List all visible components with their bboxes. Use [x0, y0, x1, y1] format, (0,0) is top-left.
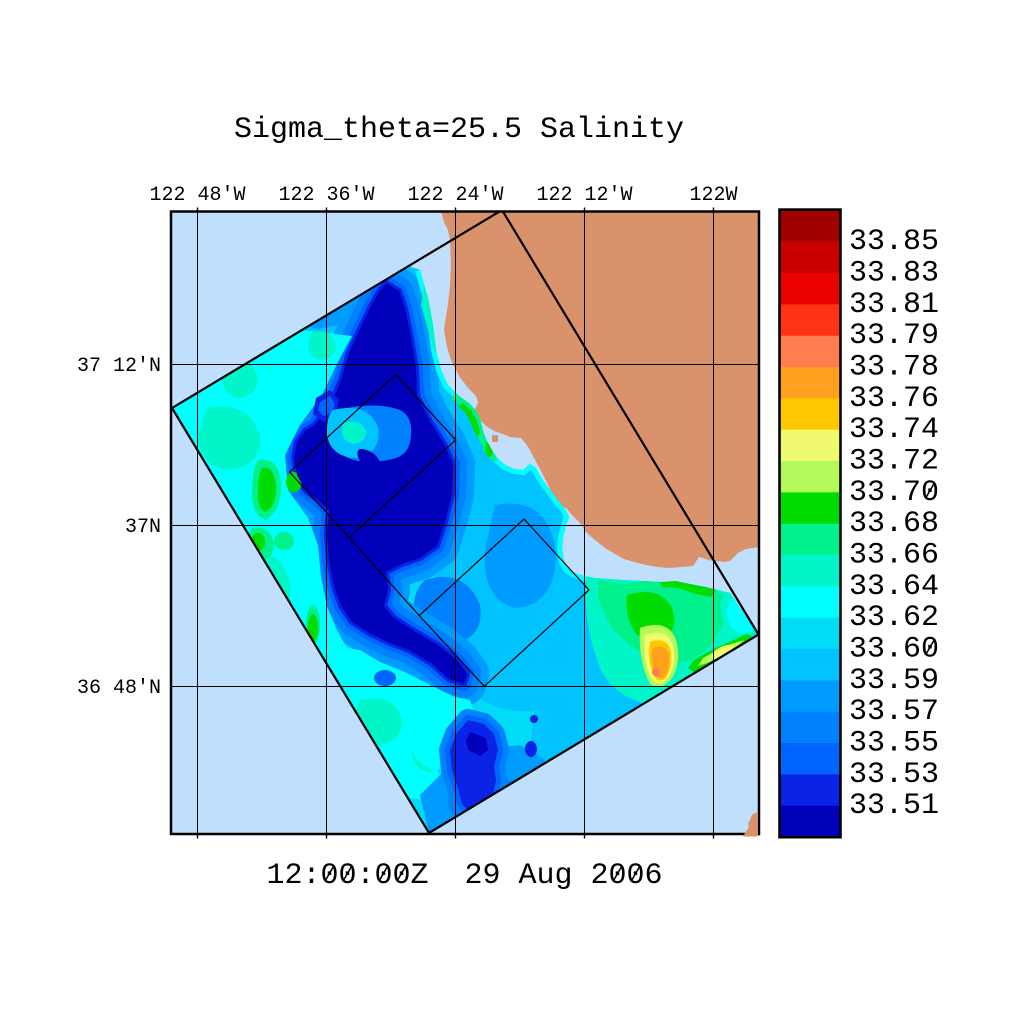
svg-text:33.74: 33.74 — [849, 413, 939, 447]
svg-text:37 12'N: 37 12'N — [77, 355, 161, 378]
svg-text:33.66: 33.66 — [849, 539, 939, 573]
svg-text:33.81: 33.81 — [849, 288, 939, 322]
svg-text:122 36'W: 122 36'W — [278, 184, 374, 207]
svg-text:33.83: 33.83 — [849, 257, 939, 291]
svg-text:33.85: 33.85 — [849, 225, 939, 259]
svg-text:12:00:00Z 29 Aug 2006: 12:00:00Z 29 Aug 2006 — [266, 859, 662, 893]
svg-text:Sigma_theta=25.5 Salinity: Sigma_theta=25.5 Salinity — [234, 113, 684, 147]
svg-text:33.72: 33.72 — [849, 445, 939, 479]
svg-text:37N: 37N — [125, 516, 161, 539]
svg-text:122 48'W: 122 48'W — [149, 184, 245, 207]
svg-text:33.64: 33.64 — [849, 570, 939, 604]
svg-text:122 24'W: 122 24'W — [407, 184, 503, 207]
svg-text:33.60: 33.60 — [849, 633, 939, 667]
svg-text:33.51: 33.51 — [849, 789, 939, 823]
svg-text:36 48'N: 36 48'N — [77, 677, 161, 700]
svg-text:33.55: 33.55 — [849, 727, 939, 761]
svg-text:122W: 122W — [689, 184, 737, 207]
svg-text:33.57: 33.57 — [849, 695, 939, 729]
svg-text:122 12'W: 122 12'W — [536, 184, 632, 207]
svg-text:33.68: 33.68 — [849, 507, 939, 541]
svg-text:33.62: 33.62 — [849, 601, 939, 635]
svg-text:33.53: 33.53 — [849, 758, 939, 792]
svg-text:33.78: 33.78 — [849, 351, 939, 385]
svg-text:33.76: 33.76 — [849, 382, 939, 416]
svg-text:33.59: 33.59 — [849, 664, 939, 698]
svg-text:33.79: 33.79 — [849, 319, 939, 353]
svg-text:33.70: 33.70 — [849, 476, 939, 510]
